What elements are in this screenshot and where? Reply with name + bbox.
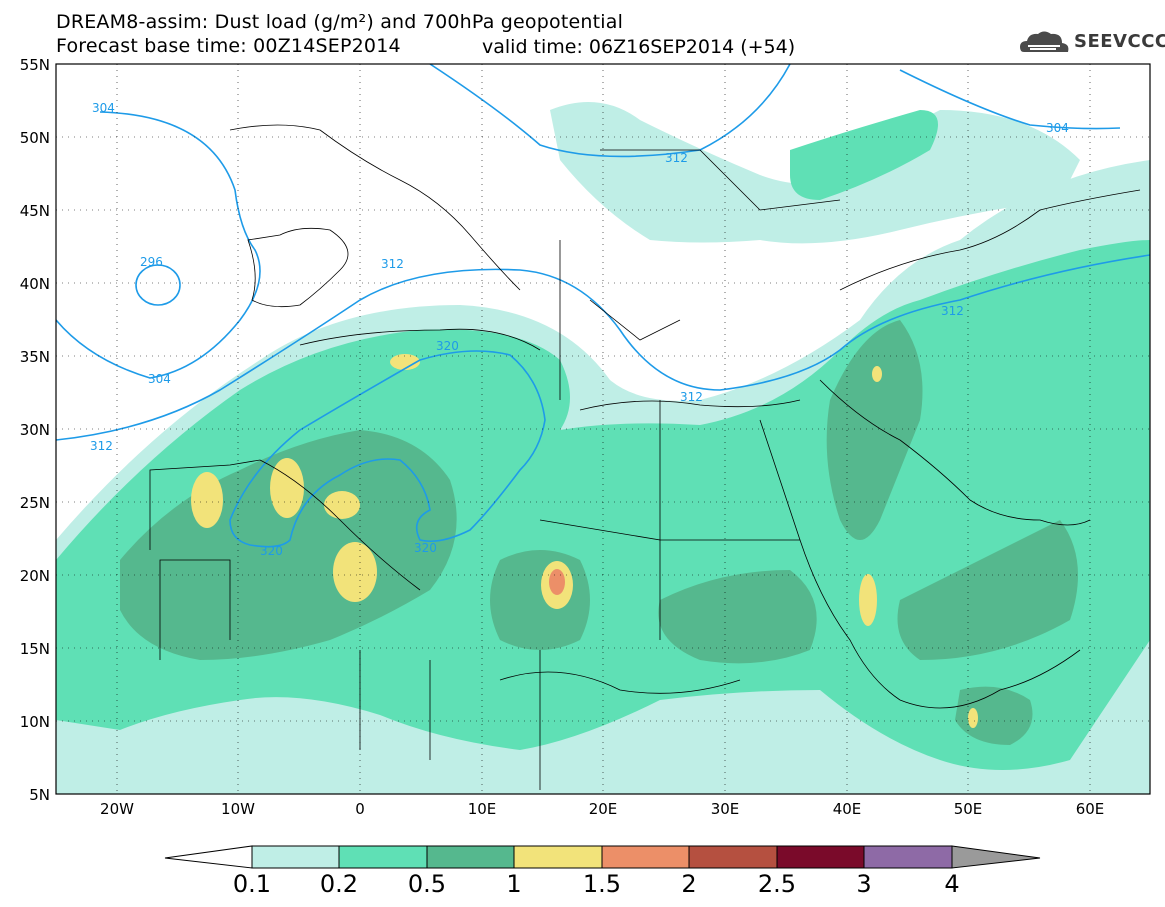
dust-region-peak-4: [333, 542, 377, 602]
colorbar-tick-label: 0.5: [407, 870, 447, 898]
country-borders: [149, 124, 1141, 790]
colorbar-bin: [688, 845, 778, 869]
dust-region-peak-7: [859, 574, 877, 626]
contour-label: 304: [92, 101, 115, 115]
contour-label: 312: [90, 439, 113, 453]
lon-label: 10W: [221, 800, 255, 818]
colorbar-tick-label: 1.5: [582, 870, 622, 898]
dust-region-peak-5: [390, 354, 420, 370]
logo-text: SEEVCCC: [1074, 31, 1165, 52]
plot-frame: [55, 63, 1151, 795]
dust-region-high-center: [490, 550, 590, 650]
dust-region-peak-8: [872, 366, 882, 382]
contour-label: 312: [941, 304, 964, 318]
dust-region-peak-9: [968, 708, 978, 728]
dust-region-low-europe: [550, 102, 1080, 244]
lat-label: 55N: [19, 56, 50, 74]
colorbar-tick-label: 4: [944, 870, 960, 898]
colorbar: [164, 845, 1041, 869]
contour-label: 312: [665, 151, 688, 165]
graticule: [56, 64, 1150, 794]
contour-label: 320: [436, 339, 459, 353]
colorbar-bin: [251, 845, 340, 869]
lat-label: 25N: [19, 494, 50, 512]
lon-label: 20W: [100, 800, 134, 818]
colorbar-bin: [776, 845, 865, 869]
lon-label: 10E: [467, 800, 497, 818]
cloud-logo-icon: [1020, 31, 1069, 52]
colorbar-tick-label: 0.1: [232, 870, 272, 898]
lat-label: 45N: [19, 202, 50, 220]
contour-label-group: 304 312 296 304 312 320 320 312 320 312 …: [90, 101, 1069, 558]
contour-label: 320: [260, 544, 283, 558]
lat-label: 35N: [19, 348, 50, 366]
dust-region-peak-1: [191, 472, 223, 528]
lat-label: 30N: [19, 421, 50, 439]
lon-label: 0: [355, 800, 365, 818]
dust-region-extreme: [549, 569, 565, 595]
dust-region-peak-2: [270, 458, 304, 518]
contour-label: 296: [140, 255, 163, 269]
lon-label: 20E: [588, 800, 618, 818]
colorbar-tick-label: 3: [856, 870, 872, 898]
colorbar-tick-label: 1: [506, 870, 522, 898]
colorbar-tick-label: 0.2: [319, 870, 359, 898]
colorbar-bin: [426, 845, 515, 869]
contour-label: 312: [680, 390, 703, 404]
title-line-1: DREAM8-assim: Dust load (g/m²) and 700hP…: [56, 11, 624, 33]
dust-region-high-arabia: [826, 320, 923, 540]
lat-label: 15N: [19, 640, 50, 658]
dust-region-high-east: [658, 570, 817, 664]
lon-label: 60E: [1075, 800, 1105, 818]
lat-label: 40N: [19, 275, 50, 293]
dust-region-mid-north: [790, 110, 938, 200]
lon-label: 50E: [953, 800, 983, 818]
colorbar-bin: [863, 845, 953, 869]
contour-label: 304: [1046, 121, 1069, 135]
dust-region-high-arabia2: [897, 520, 1078, 660]
colorbar-tick-label: 2.5: [757, 870, 797, 898]
lat-label: 5N: [29, 786, 50, 804]
lon-label: 30E: [710, 800, 740, 818]
colorbar-bin: [338, 845, 428, 869]
colorbar-tick-label: 2: [681, 870, 697, 898]
contour-label: 312: [381, 257, 404, 271]
title-line-2: Forecast base time: 00Z14SEP2014: [56, 35, 401, 57]
lon-label: 40E: [832, 800, 862, 818]
geopotential-contours: [56, 64, 1150, 548]
lat-label: 10N: [19, 713, 50, 731]
colorbar-bin: [601, 845, 690, 869]
colorbar-under-arrow: [164, 845, 253, 869]
dust-region-peak-3: [324, 491, 360, 519]
dust-region-high-horn: [955, 686, 1033, 745]
valid-time: valid time: 06Z16SEP2014 (+54): [482, 36, 796, 58]
colorbar-bin: [513, 845, 603, 869]
contour-label: 320: [414, 541, 437, 555]
lat-label: 50N: [19, 129, 50, 147]
dust-region-high-west: [120, 430, 457, 660]
lat-label: 20N: [19, 567, 50, 585]
contour-label: 304: [148, 372, 171, 386]
colorbar-over-arrow: [951, 845, 1041, 869]
